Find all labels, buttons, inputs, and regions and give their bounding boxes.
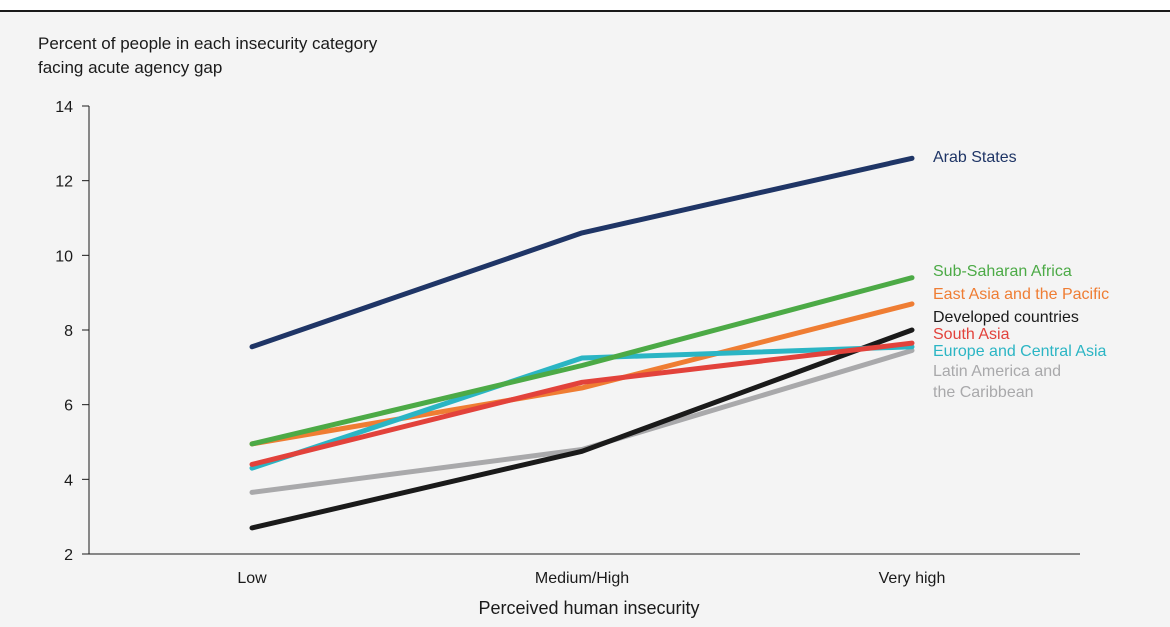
series-line bbox=[249, 344, 915, 471]
series-lines bbox=[249, 155, 915, 531]
x-tick-label: Low bbox=[237, 570, 267, 587]
x-tick-label: Very high bbox=[879, 570, 946, 587]
x-axis-label: Perceived human insecurity bbox=[478, 598, 700, 618]
series-label: Europe and Central Asia bbox=[933, 343, 1107, 360]
y-tick-label: 8 bbox=[64, 323, 73, 340]
y-tick-label: 2 bbox=[64, 547, 73, 564]
series-label: East Asia and the Pacific bbox=[933, 286, 1109, 303]
x-tick-label: Medium/High bbox=[535, 570, 629, 587]
series-line bbox=[249, 275, 915, 447]
series-label: Arab States bbox=[933, 149, 1017, 166]
series-line bbox=[249, 340, 915, 467]
series-label: Sub-Saharan Africa bbox=[933, 263, 1072, 280]
y-axis-label: Percent of people in each insecurity cat… bbox=[38, 34, 378, 77]
series-label: South Asia bbox=[933, 326, 1010, 343]
y-tick-label: 12 bbox=[55, 174, 73, 191]
series-line bbox=[249, 155, 915, 350]
series-line bbox=[249, 327, 915, 531]
y-tick-label: 6 bbox=[64, 398, 73, 415]
y-tick-label: 10 bbox=[55, 248, 73, 265]
axes: 2 4 6 8 10 12 14 Low Medium/High Very high bbox=[55, 99, 1080, 587]
y-tick-label: 14 bbox=[55, 99, 73, 116]
series-label: Latin America and the Caribbean bbox=[933, 363, 1061, 401]
top-border bbox=[0, 0, 1170, 12]
y-tick-label: 4 bbox=[64, 472, 73, 489]
series-labels: Arab States Latin America and the Caribbea… bbox=[933, 149, 1109, 401]
series-label: Developed countries bbox=[933, 309, 1079, 326]
series-line bbox=[249, 301, 915, 447]
